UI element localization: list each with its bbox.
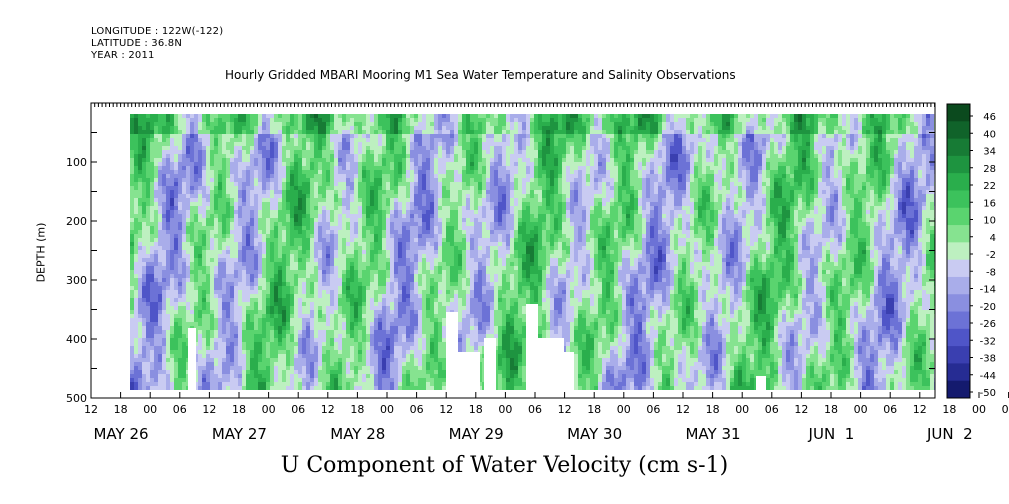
x-tick-label: 18 xyxy=(587,403,601,416)
colorbar-swatch xyxy=(947,173,970,191)
x-tick-label: 12 xyxy=(676,403,690,416)
velocity-field xyxy=(130,114,935,390)
x-tick-label: 12 xyxy=(794,403,808,416)
colorbar-label: 40 xyxy=(983,129,996,140)
x-tick-label: 18 xyxy=(824,403,838,416)
colorbar-swatch xyxy=(947,294,970,313)
missing-data-region xyxy=(458,352,480,390)
missing-data-region xyxy=(484,338,496,390)
colorbar-label: 46 xyxy=(983,112,996,123)
y-tick-label: 300 xyxy=(66,274,87,287)
x-tick-label: 12 xyxy=(84,403,98,416)
plot-area xyxy=(91,103,935,398)
y-tick-label: 200 xyxy=(66,215,87,228)
y-axis-label: DEPTH (m) xyxy=(34,222,48,282)
x-tick-label: 18 xyxy=(706,403,720,416)
x-tick-label: 00 xyxy=(972,403,986,416)
x-day-label: MAY 31 xyxy=(685,425,740,443)
x-tick-label: 12 xyxy=(439,403,453,416)
x-day-label: JUN 1 xyxy=(808,425,855,443)
x-day-label: JUN 2 xyxy=(926,425,973,443)
x-tick-label: 18 xyxy=(232,403,246,416)
colorbar-swatch xyxy=(947,138,970,157)
x-tick-label: 18 xyxy=(942,403,956,416)
colorbar-label: 22 xyxy=(983,181,996,192)
x-tick-label: 00 xyxy=(735,403,749,416)
colorbar-label: 4 xyxy=(990,233,996,244)
colorbar-swatch xyxy=(947,346,970,364)
colorbar-swatch xyxy=(947,104,970,122)
x-tick-label: 06 xyxy=(410,403,424,416)
colorbar-label: -32 xyxy=(980,336,996,347)
colorbar-swatch xyxy=(947,155,970,174)
colorbar-label: 16 xyxy=(983,198,996,209)
colorbar-label: -20 xyxy=(980,302,996,313)
missing-data-region xyxy=(538,338,564,390)
colorbar-swatch xyxy=(947,363,970,382)
colorbar: 46 40 34 28 22 16 10 4 -2 -8 -14 -20 -26 -32 -38 -44 -50 xyxy=(946,103,996,399)
colorbar-label: -44 xyxy=(980,371,996,382)
colorbar-label: -26 xyxy=(980,319,996,330)
x-day-label: MAY 26 xyxy=(93,425,148,443)
x-tick-label: 12 xyxy=(558,403,572,416)
x-tick-label: 12 xyxy=(321,403,335,416)
colorbar-label: -14 xyxy=(980,285,996,296)
colorbar-swatch xyxy=(947,311,970,330)
missing-data-region xyxy=(564,352,574,390)
colorbar-label: -50 xyxy=(980,388,996,399)
x-tick-label: 06 xyxy=(1002,403,1009,416)
missing-data-region xyxy=(188,328,196,390)
colorbar-swatch xyxy=(947,276,970,295)
colorbar-frame xyxy=(946,103,971,399)
x-day-label: MAY 28 xyxy=(330,425,385,443)
colorbar-swatch xyxy=(947,190,970,209)
missing-data-region xyxy=(756,376,766,390)
longitude-label: LONGITUDE : 122W(-122) xyxy=(91,26,224,37)
colorbar-label: -2 xyxy=(986,250,996,261)
latitude-label: LATITUDE : 36.8N xyxy=(91,38,183,49)
x-tick-label: 18 xyxy=(469,403,483,416)
x-tick-label: 00 xyxy=(617,403,631,416)
colorbar-swatch xyxy=(947,380,970,399)
x-tick-label: 06 xyxy=(291,403,305,416)
colorbar-label: 28 xyxy=(983,164,996,175)
x-day-label: MAY 30 xyxy=(567,425,622,443)
x-tick-label: 00 xyxy=(143,403,157,416)
missing-data-region xyxy=(446,312,458,390)
colorbar-swatch xyxy=(947,259,970,278)
colorbar-label: -8 xyxy=(986,267,996,278)
colorbar-label: -38 xyxy=(980,354,996,365)
chart-title: Hourly Gridded MBARI Mooring M1 Sea Wate… xyxy=(225,68,736,82)
x-tick-label: 12 xyxy=(202,403,216,416)
colorbar-swatch xyxy=(947,242,970,261)
x-tick-label: 06 xyxy=(883,403,897,416)
x-tick-label: 00 xyxy=(498,403,512,416)
x-day-label: MAY 27 xyxy=(212,425,267,443)
x-axis-label: U Component of Water Velocity (cm s-1) xyxy=(280,453,729,478)
y-tick-label: 500 xyxy=(66,392,87,405)
colorbar-label: 34 xyxy=(983,147,996,158)
x-day-label: MAY 29 xyxy=(449,425,504,443)
x-tick-label: 06 xyxy=(528,403,542,416)
x-tick-label: 00 xyxy=(854,403,868,416)
colorbar-swatch xyxy=(947,121,970,140)
x-tick-label: 00 xyxy=(262,403,276,416)
missing-data-region xyxy=(526,304,538,390)
y-tick-label: 100 xyxy=(66,156,87,169)
colorbar-label: 10 xyxy=(983,216,996,227)
x-tick-label: 06 xyxy=(646,403,660,416)
year-label: YEAR : 2011 xyxy=(91,50,155,61)
x-tick-label: 06 xyxy=(173,403,187,416)
colorbar-swatch xyxy=(947,328,970,347)
y-tick-label: 400 xyxy=(66,333,87,346)
x-tick-label: 18 xyxy=(114,403,128,416)
x-tick-label: 06 xyxy=(765,403,779,416)
colorbar-swatch xyxy=(947,225,970,243)
x-tick-label: 12 xyxy=(913,403,927,416)
x-tick-label: 00 xyxy=(380,403,394,416)
x-tick-label: 18 xyxy=(350,403,364,416)
colorbar-swatch xyxy=(947,207,970,226)
